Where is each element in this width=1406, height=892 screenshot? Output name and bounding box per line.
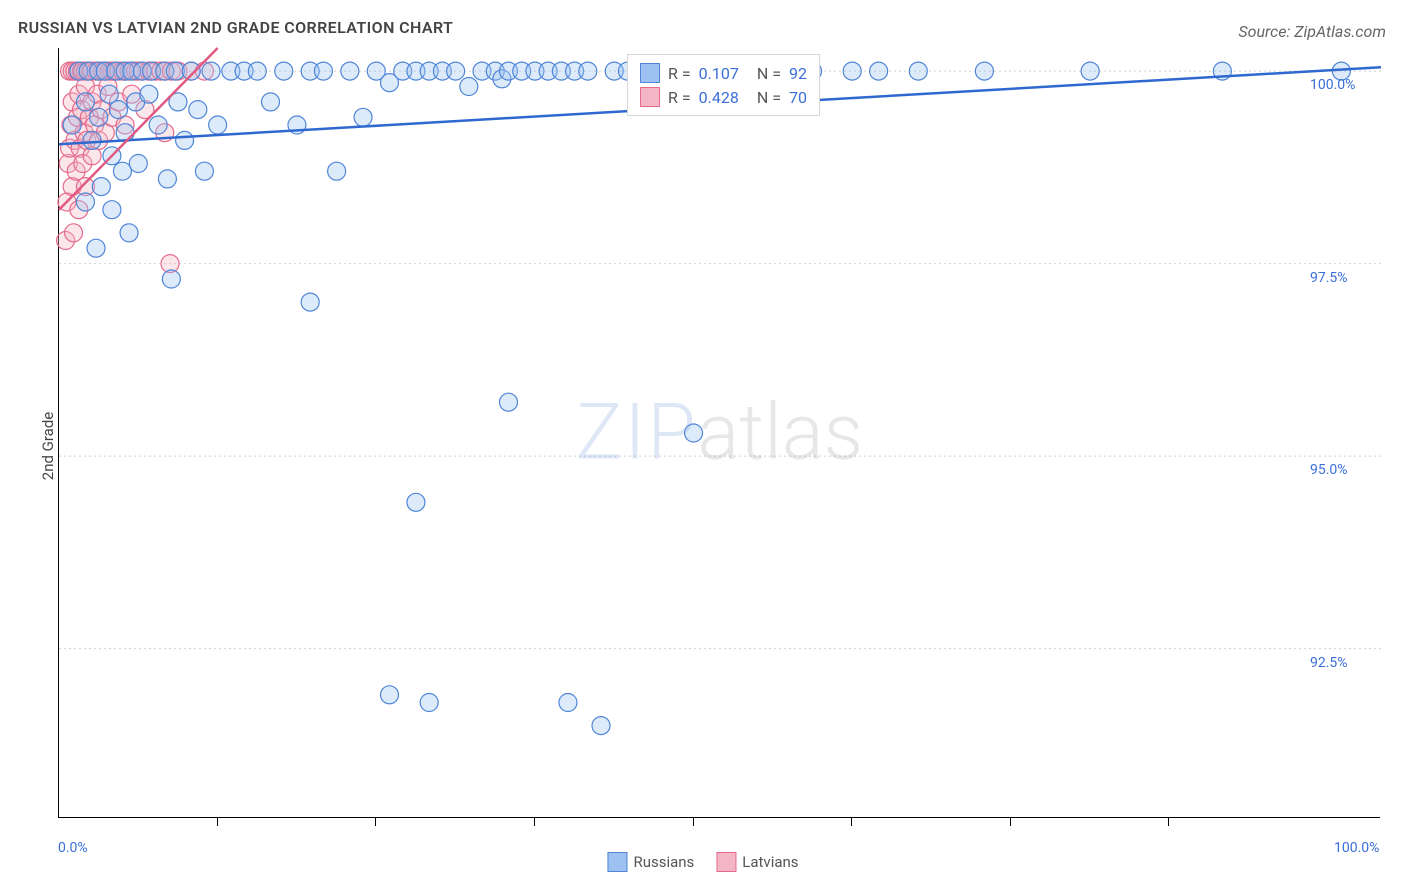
stats-row-russians: R = 0.107 N = 92: [640, 61, 807, 85]
y-tick-label: 95.0%: [1310, 462, 1348, 478]
legend-item-latvians: Latvians: [716, 852, 798, 872]
chart-title: RUSSIAN VS LATVIAN 2ND GRADE CORRELATION…: [18, 18, 453, 37]
r-value-russians: 0.107: [699, 64, 739, 83]
plot-area: ZIPatlas R = 0.107 N = 92 R = 0.428 N = …: [58, 48, 1380, 818]
n-value-latvians: 70: [789, 88, 807, 107]
x-tick-mark: [851, 818, 852, 826]
r-value-latvians: 0.428: [699, 88, 739, 107]
x-tick-mark: [375, 818, 376, 826]
x-tick-mark: [534, 818, 535, 826]
swatch-russians-bottom: [607, 852, 627, 872]
y-tick-label: 92.5%: [1310, 655, 1348, 671]
r-label: R =: [668, 64, 691, 83]
source-attribution: Source: ZipAtlas.com: [1238, 22, 1386, 41]
legend-item-russians: Russians: [607, 852, 694, 872]
swatch-latvians: [640, 87, 660, 107]
source-prefix: Source:: [1238, 22, 1294, 41]
n-value-russians: 92: [789, 64, 807, 83]
source-name: ZipAtlas.com: [1294, 22, 1386, 41]
legend-label-russians: Russians: [633, 853, 694, 871]
n-label: N =: [757, 88, 781, 107]
series-legend: Russians Latvians: [607, 852, 798, 872]
y-tick-label: 97.5%: [1310, 270, 1348, 286]
x-tick-mark: [693, 818, 694, 826]
stats-legend: R = 0.107 N = 92 R = 0.428 N = 70: [627, 54, 820, 116]
legend-label-latvians: Latvians: [742, 853, 798, 871]
stats-row-latvians: R = 0.428 N = 70: [640, 85, 807, 109]
r-label: R =: [668, 88, 691, 107]
y-axis-label: 2nd Grade: [39, 412, 57, 480]
x-tick-label: 100.0%: [1334, 840, 1379, 856]
swatch-russians: [640, 63, 660, 83]
y-tick-label: 100.0%: [1310, 77, 1355, 93]
x-tick-mark: [1010, 818, 1011, 826]
n-label: N =: [757, 64, 781, 83]
swatch-latvians-bottom: [716, 852, 736, 872]
scatter-svg: [59, 48, 1380, 817]
x-tick-mark: [217, 818, 218, 826]
x-tick-label: 0.0%: [58, 840, 88, 856]
x-tick-mark: [1168, 818, 1169, 826]
